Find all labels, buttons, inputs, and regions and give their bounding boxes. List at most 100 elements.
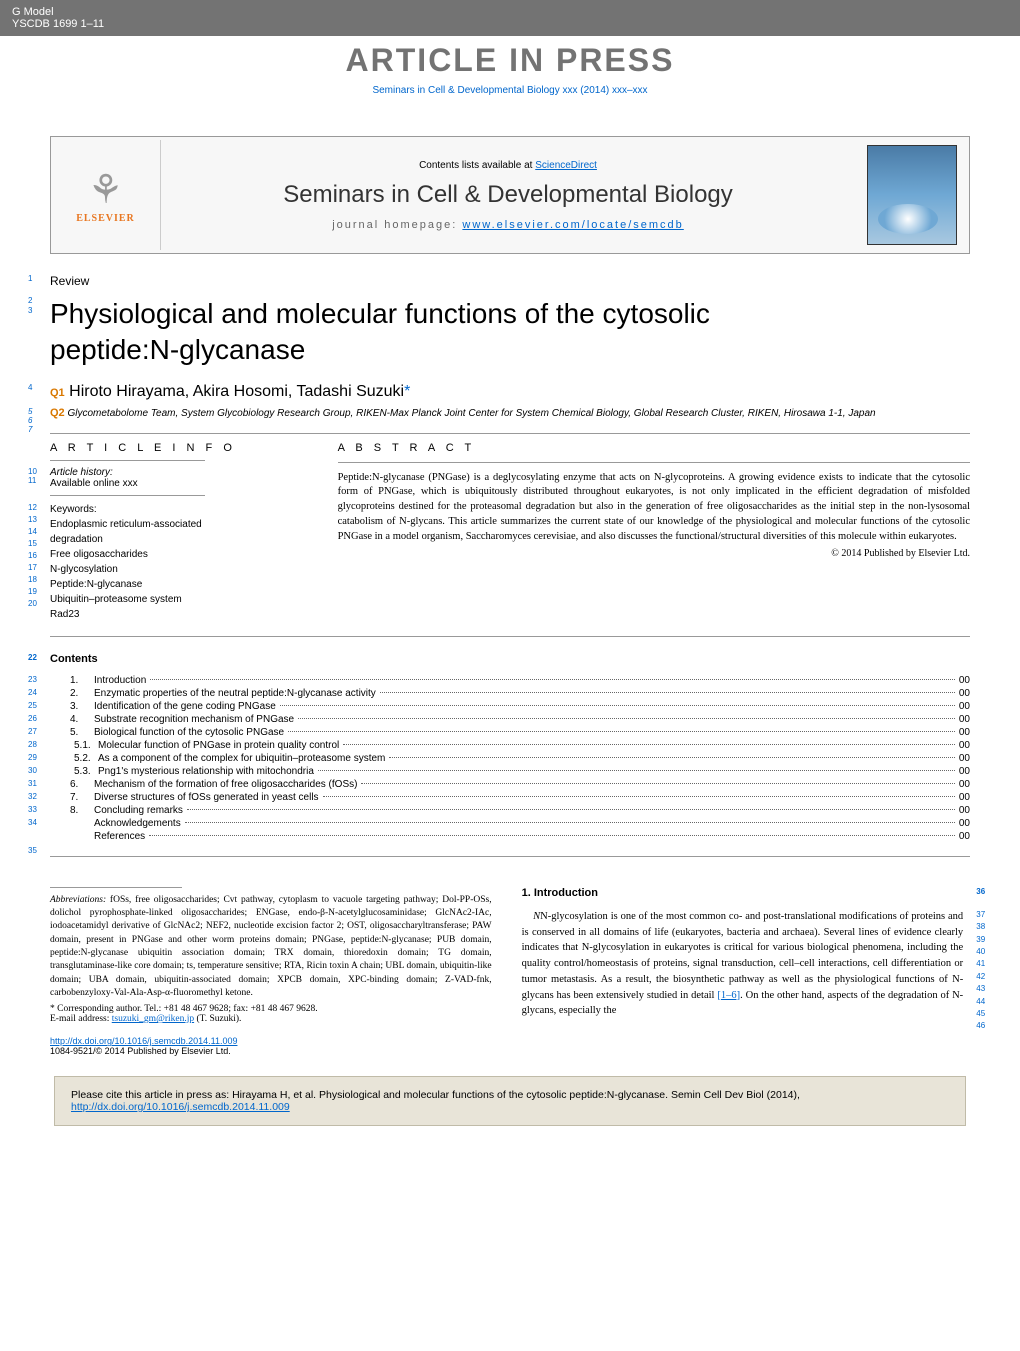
title-line-2: peptide:N-glycanase (50, 334, 305, 365)
contents-available: Contents lists available at ScienceDirec… (171, 160, 845, 171)
toc-page: 00 (959, 818, 970, 829)
toc-label: Concluding remarks (94, 805, 183, 816)
divider (50, 433, 970, 434)
toc-page: 00 (959, 779, 970, 790)
toc-label: Substrate recognition mechanism of PNGas… (94, 714, 294, 725)
toc-row: 242.Enzymatic properties of the neutral … (50, 688, 970, 699)
toc-row: 295.2.As a component of the complex for … (50, 753, 970, 764)
abstract-head: A B S T R A C T (338, 442, 970, 454)
toc-page: 00 (959, 675, 970, 686)
toc-label: Molecular function of PNGase in protein … (98, 740, 339, 751)
contents-title: 22Contents (50, 653, 970, 665)
toc-num: 1. (70, 675, 94, 686)
ysc-code: YSCDB 1699 1–11 (12, 18, 104, 30)
toc-label: Enzymatic properties of the neutral pept… (94, 688, 376, 699)
article-title: 23 Physiological and molecular functions… (50, 296, 970, 369)
toc-page: 00 (959, 727, 970, 738)
toc-label: Acknowledgements (94, 818, 181, 829)
toc-label: Png1's mysterious relationship with mito… (98, 766, 314, 777)
available-online: Available online xxx (50, 478, 308, 489)
affiliation: 567 Q2 Glycometabolome Team, System Glyc… (50, 407, 970, 419)
keyword: Endoplasmic reticulum-associated (50, 517, 308, 532)
toc-num: 3. (70, 701, 94, 712)
toc-num: 8. (70, 805, 94, 816)
doi-section: http://dx.doi.org/10.1016/j.semcdb.2014.… (50, 1036, 492, 1056)
citation-line: Seminars in Cell & Developmental Biology… (0, 85, 1020, 96)
issn-line: 1084-9521/© 2014 Published by Elsevier L… (50, 1046, 231, 1056)
journal-header-box: ⚘ ELSEVIER Contents lists available at S… (50, 136, 970, 254)
toc-label: Mechanism of the formation of free oligo… (94, 779, 357, 790)
divider (50, 636, 970, 637)
keyword: N-glycosylation (50, 562, 308, 577)
main-content: 1Review 23 Physiological and molecular f… (50, 274, 970, 1056)
toc-page: 00 (959, 766, 970, 777)
corresponding-star: * (404, 383, 410, 400)
email-label: E-mail address: (50, 1014, 112, 1024)
abbrev-text: fOSs, free oligosaccharides; Cvt pathway… (50, 895, 492, 998)
toc-row: 327.Diverse structures of fOSs generated… (50, 792, 970, 803)
toc-num: 5.3. (74, 766, 98, 777)
toc-row: 264.Substrate recognition mechanism of P… (50, 714, 970, 725)
toc-row: 316.Mechanism of the formation of free o… (50, 779, 970, 790)
abbreviations: Abbreviations: fOSs, free oligosaccharid… (50, 894, 492, 1000)
citebox-text: Please cite this article in press as: Hi… (71, 1089, 800, 1101)
toc-num: 2. (70, 688, 94, 699)
keyword: Peptide:N-glycanase (50, 577, 308, 592)
toc-page: 00 (959, 805, 970, 816)
toc-row: 338.Concluding remarks00 (50, 805, 970, 816)
abstract-col: A B S T R A C T Peptide:N-glycanase (PNG… (338, 442, 970, 622)
toc-dots (187, 809, 955, 810)
footer-right: 1. Introduction36 37383940414243444546 N… (522, 887, 964, 1056)
homepage-prefix: journal homepage: (332, 219, 462, 231)
journal-title: Seminars in Cell & Developmental Biology (171, 181, 845, 209)
toc-num: 7. (70, 792, 94, 803)
keywords-label: Keywords: (50, 502, 308, 517)
info-abstract-row: A R T I C L E I N F O 1011 Article histo… (50, 442, 970, 622)
elsevier-logo: ⚘ ELSEVIER (51, 140, 161, 250)
toc-dots (149, 835, 955, 836)
sciencedirect-link[interactable]: ScienceDirect (535, 160, 597, 171)
keyword: Free oligosaccharides (50, 547, 308, 562)
publisher-line: © 2014 Published by Elsevier Ltd. (338, 548, 970, 559)
toc-num: 5.2. (74, 753, 98, 764)
toc-label: Identification of the gene coding PNGase (94, 701, 276, 712)
intro-ref[interactable]: [1–6] (717, 990, 740, 1001)
contents-text: Contents lists available at (419, 160, 535, 171)
toc-row: 285.1.Molecular function of PNGase in pr… (50, 740, 970, 751)
article-type: 1Review (50, 274, 970, 288)
toc-label: As a component of the complex for ubiqui… (98, 753, 385, 764)
toc-row: 231.Introduction00 (50, 675, 970, 686)
review-text: Review (50, 274, 89, 288)
history-label: Article history: (50, 467, 308, 478)
toc-dots (185, 822, 955, 823)
homepage-link[interactable]: www.elsevier.com/locate/semcdb (462, 219, 683, 231)
doi-link[interactable]: http://dx.doi.org/10.1016/j.semcdb.2014.… (50, 1036, 237, 1046)
toc-row: 34Acknowledgements00 (50, 818, 970, 829)
toc-page: 00 (959, 831, 970, 842)
toc-page: 00 (959, 688, 970, 699)
toc-dots (150, 679, 955, 680)
article-history: 1011 Article history: Available online x… (50, 467, 308, 489)
toc-row: 275.Biological function of the cytosolic… (50, 727, 970, 738)
title-line-1: Physiological and molecular functions of… (50, 298, 710, 329)
contents-label: Contents (50, 653, 98, 665)
short-divider (50, 460, 205, 461)
citebox-link[interactable]: http://dx.doi.org/10.1016/j.semcdb.2014.… (71, 1101, 290, 1113)
table-of-contents: 231.Introduction00 242.Enzymatic properti… (50, 675, 970, 842)
toc-dots (361, 783, 954, 784)
gmodel-header: G Model YSCDB 1699 1–11 (0, 0, 1020, 36)
toc-num: 5.1. (74, 740, 98, 751)
abstract-text: Peptide:N-glycanase (PNGase) is a deglyc… (338, 471, 970, 544)
journal-homepage: journal homepage: www.elsevier.com/locat… (171, 219, 845, 231)
authors-line: 4 Q1 Hiroto Hirayama, Akira Hosomi, Tada… (50, 383, 970, 401)
toc-row: 253.Identification of the gene coding PN… (50, 701, 970, 712)
toc-dots (323, 796, 955, 797)
toc-row: References00 (50, 831, 970, 842)
email-link[interactable]: tsuzuki_gm@riken.jp (112, 1014, 194, 1024)
gmodel-label: G Model (12, 6, 104, 18)
toc-num: 4. (70, 714, 94, 725)
article-info-head: A R T I C L E I N F O (50, 442, 308, 454)
affiliation-text: Glycometabolome Team, System Glycobiolog… (67, 408, 875, 419)
intro-prefix: N-glycosylation is one of the most commo… (522, 911, 964, 1001)
toc-label: Diverse structures of fOSs generated in … (94, 792, 319, 803)
